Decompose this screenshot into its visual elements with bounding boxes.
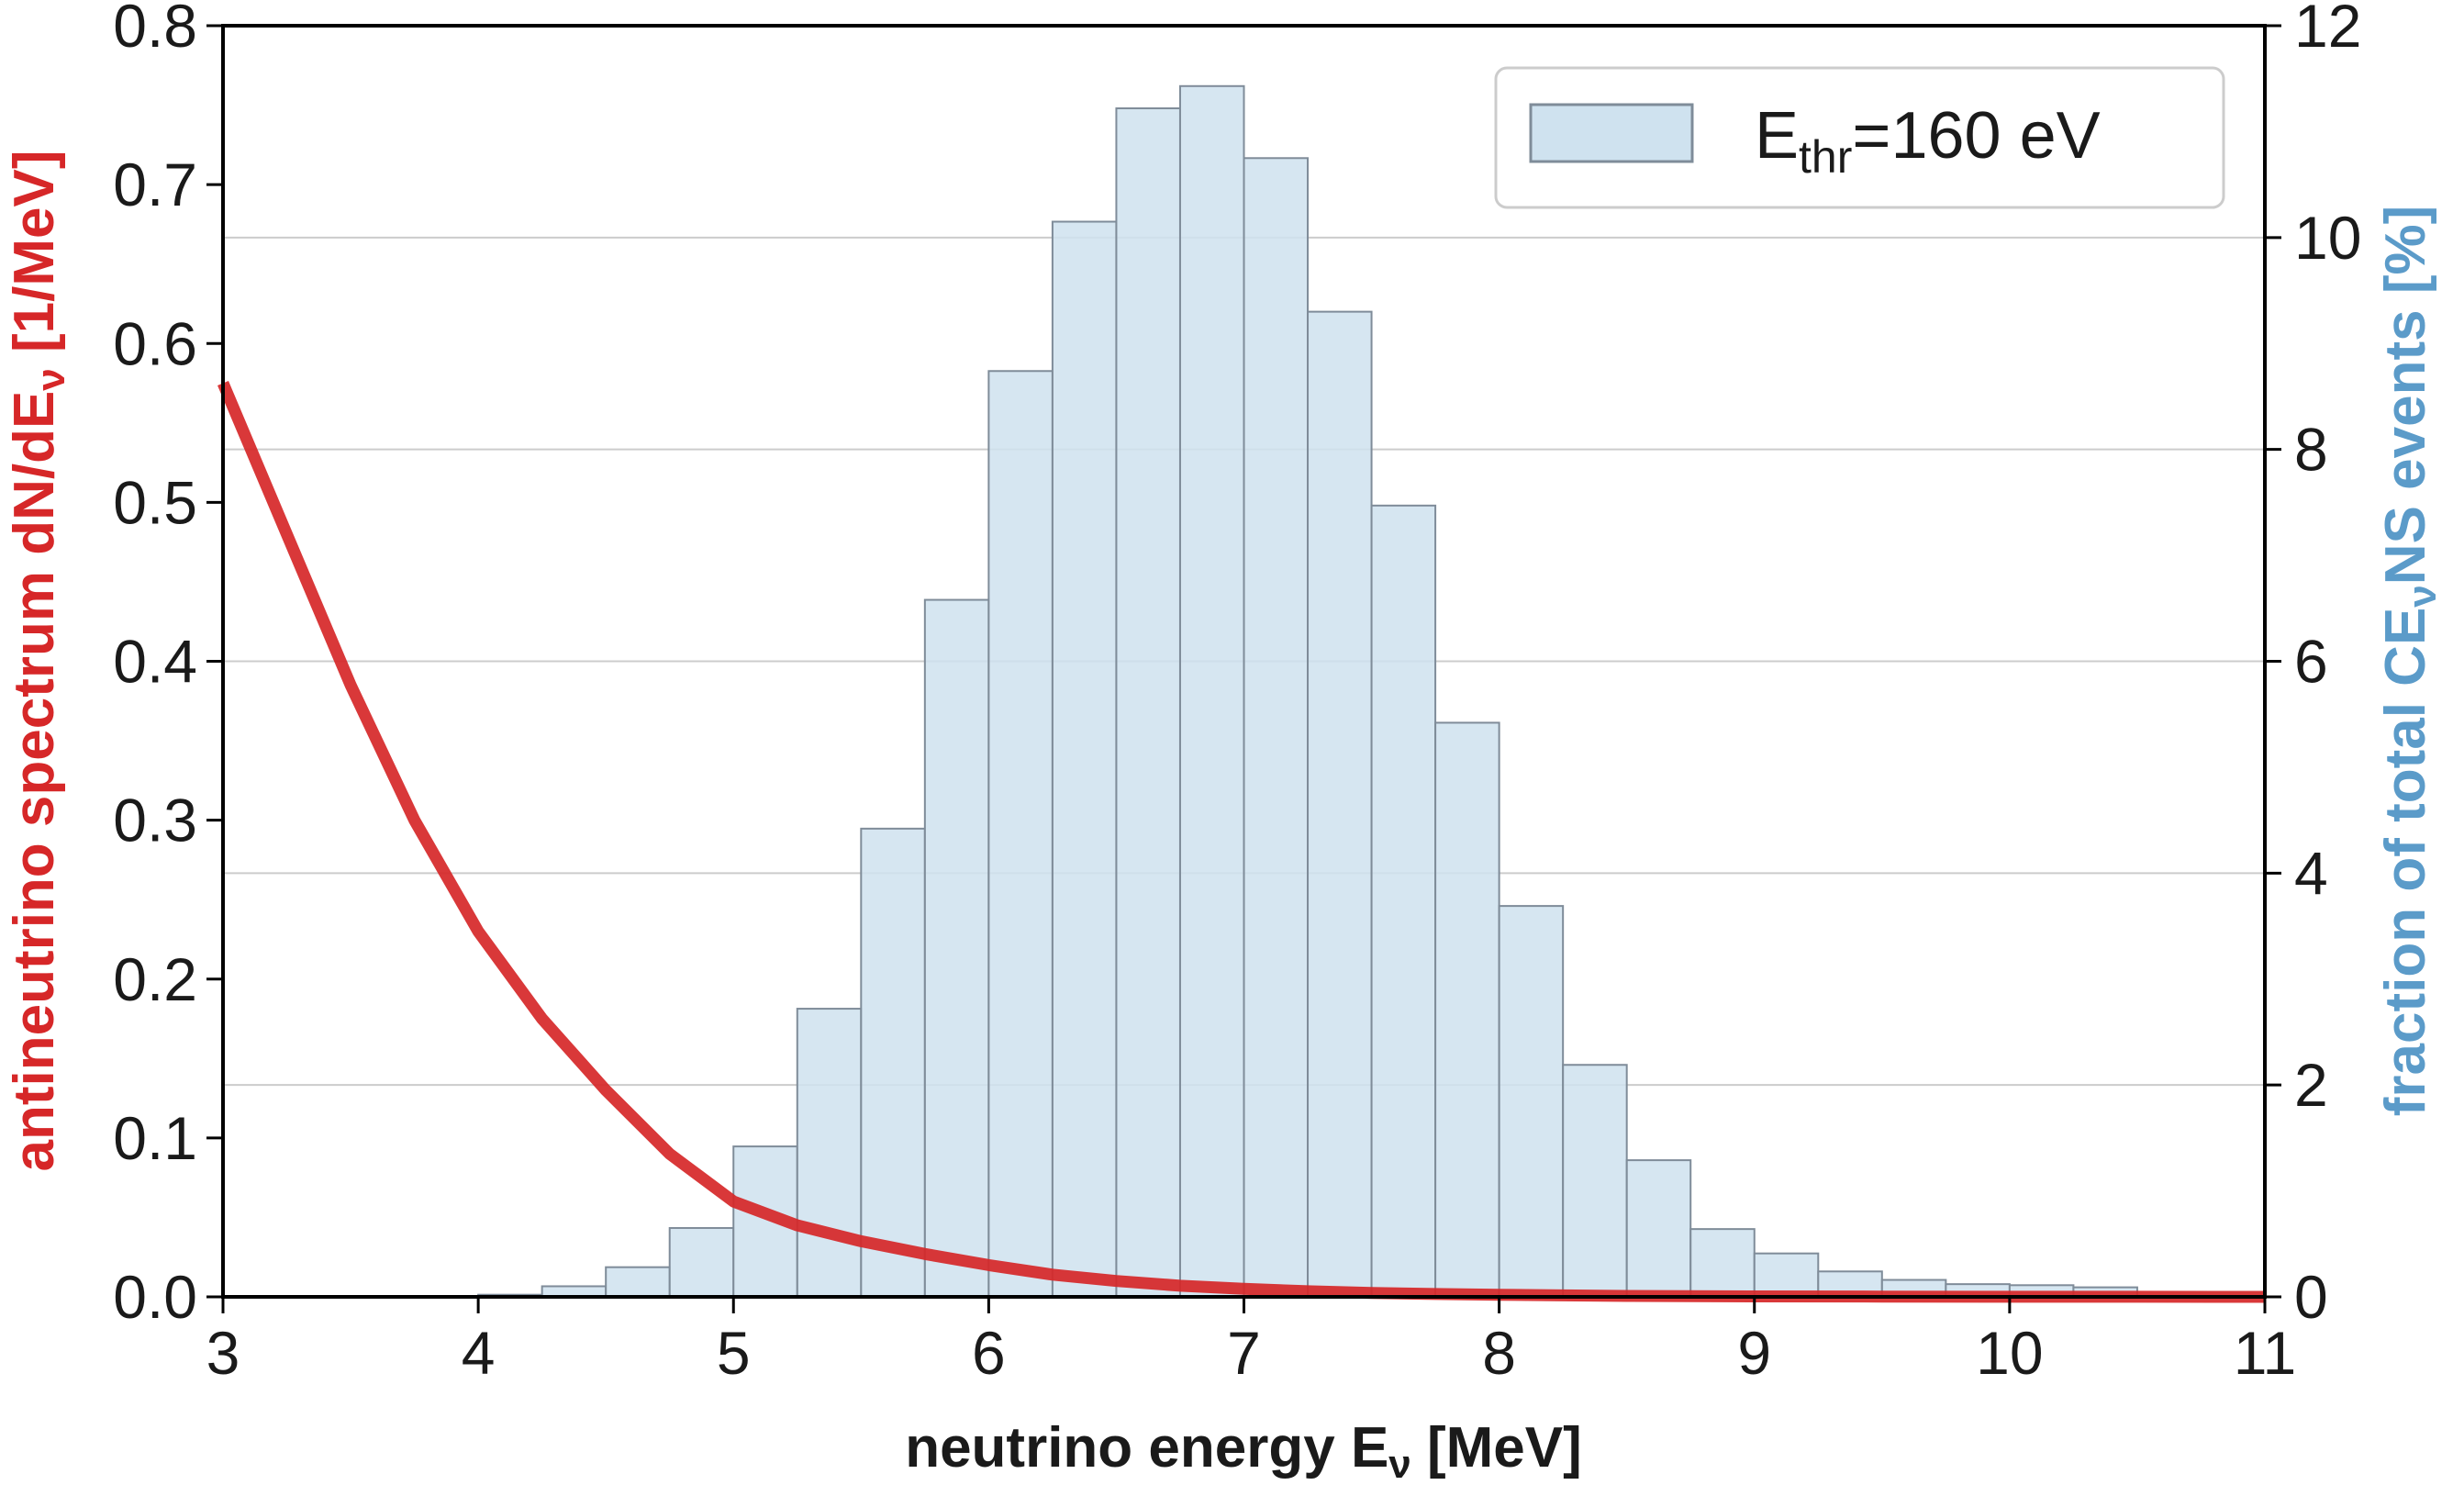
histogram-bar bbox=[668, 1226, 735, 1298]
right-axis-title: fraction of total CEνNS events [%] bbox=[2374, 206, 2445, 1117]
histogram-bar bbox=[1625, 1159, 1692, 1299]
right-y-tick-label: 2 bbox=[2294, 1051, 2328, 1119]
histogram-bar bbox=[860, 827, 926, 1298]
x-tick-label: 5 bbox=[717, 1319, 751, 1387]
histogram-bar bbox=[1243, 157, 1310, 1298]
x-tick-label: 8 bbox=[1482, 1319, 1516, 1387]
histogram-bar bbox=[1689, 1228, 1756, 1298]
right-y-tick-label: 6 bbox=[2294, 628, 2328, 696]
legend: Ethr=160 eV bbox=[1494, 66, 2225, 209]
x-tick-label: 4 bbox=[462, 1319, 496, 1387]
histogram-bar bbox=[1370, 504, 1437, 1298]
x-tick-label: 6 bbox=[972, 1319, 1006, 1387]
left-y-tick-label: 0.5 bbox=[113, 468, 197, 536]
legend-box bbox=[1494, 66, 2225, 209]
left-y-tick-label: 0.2 bbox=[113, 945, 197, 1013]
right-y-tick-label: 12 bbox=[2294, 0, 2361, 60]
right-y-tick-label: 4 bbox=[2294, 839, 2328, 907]
x-tick-label: 11 bbox=[2234, 1319, 2297, 1387]
histogram-bar bbox=[796, 1008, 863, 1298]
left-y-tick-label: 0.3 bbox=[113, 787, 197, 854]
right-y-tick-label: 8 bbox=[2294, 416, 2328, 484]
histogram-bars bbox=[477, 84, 2138, 1299]
histogram-bar bbox=[1307, 310, 1373, 1298]
histogram-bar bbox=[1434, 721, 1500, 1298]
right-y-tick-label: 10 bbox=[2294, 204, 2361, 272]
histogram-bar bbox=[605, 1266, 671, 1299]
histogram-bar bbox=[1115, 107, 1181, 1298]
histogram-bar bbox=[1562, 1064, 1628, 1299]
x-tick-label: 10 bbox=[1976, 1319, 2043, 1387]
histogram-bar bbox=[1498, 905, 1565, 1298]
left-y-tick-label: 0.4 bbox=[113, 628, 197, 696]
x-tick-label: 9 bbox=[1737, 1319, 1771, 1387]
histogram-bar bbox=[1051, 220, 1118, 1298]
left-y-tick-label: 0.1 bbox=[113, 1104, 197, 1172]
histogram-bar bbox=[923, 598, 990, 1298]
histogram-bar bbox=[1178, 84, 1245, 1299]
left-y-tick-label: 0.6 bbox=[113, 309, 197, 377]
left-axis-title: antineutrino spectrum dN/dEν [1/MeV] bbox=[3, 150, 73, 1171]
x-axis: 3 4 5 6 7 8 9 10 11 bbox=[206, 1297, 2297, 1387]
right-y-axis: 0 2 4 6 8 10 12 bbox=[2265, 0, 2361, 1331]
left-y-tick-label: 0.0 bbox=[113, 1263, 197, 1331]
x-tick-label: 3 bbox=[206, 1319, 240, 1387]
right-y-tick-label: 0 bbox=[2294, 1263, 2328, 1331]
legend-swatch bbox=[1529, 103, 1694, 163]
x-axis-title: neutrino energy Eν [MeV] bbox=[905, 1416, 1582, 1485]
left-y-tick-label: 0.7 bbox=[113, 151, 197, 218]
left-y-axis: 0.0 0.1 0.2 0.3 0.4 0.5 0.6 0.7 0.8 bbox=[113, 0, 223, 1331]
x-tick-label: 7 bbox=[1227, 1319, 1261, 1387]
left-y-tick-label: 0.8 bbox=[113, 0, 197, 60]
histogram-bar bbox=[1753, 1252, 1820, 1299]
histogram-bar bbox=[987, 370, 1054, 1298]
legend-label: Ethr=160 eV bbox=[1755, 99, 2101, 183]
